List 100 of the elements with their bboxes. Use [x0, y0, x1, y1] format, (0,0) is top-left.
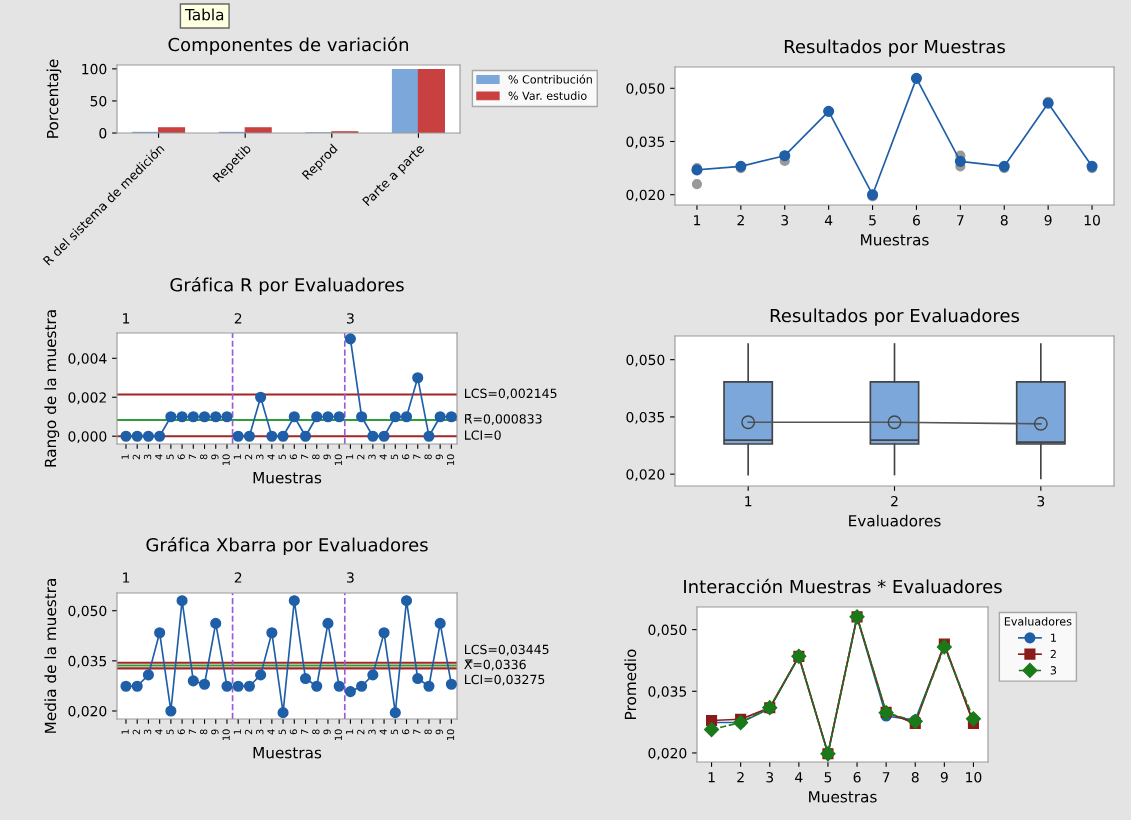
x-tick-label: 7 — [413, 729, 421, 735]
x-axis-title: Muestras — [253, 747, 322, 759]
text: 2 — [234, 313, 242, 324]
x-tick-label: 6 — [401, 729, 410, 735]
x-tick-label: 4 — [267, 454, 275, 460]
x-tick-label: 1 — [745, 496, 752, 507]
chart-title: Gráfica R por Evaluadores — [170, 276, 404, 296]
x-tick-label: 10 — [1084, 214, 1100, 226]
x-tick-label: 4 — [379, 454, 387, 460]
x-tick-label: 8 — [312, 454, 320, 460]
x-tick-label: 2 — [244, 729, 253, 735]
ref-line-label: X̿=0,0336 — [464, 659, 526, 671]
x-tick-label: 10 — [966, 771, 982, 783]
x-tick-label: 7 — [882, 772, 890, 783]
x-tick-label: 7 — [188, 729, 196, 735]
legend-label: 2 — [1050, 649, 1056, 659]
x-tick-label: 6 — [401, 454, 410, 460]
x-tick-label: 6 — [853, 771, 861, 783]
x-tick-label: 8 — [911, 771, 919, 783]
x-tick-label: 8 — [424, 729, 432, 735]
x-tick-label: 3 — [143, 729, 152, 735]
x-tick-label: 9 — [940, 771, 948, 783]
ref-line-label: R̄=0,000833 — [465, 414, 542, 425]
x-tick-label: 10 — [446, 454, 455, 466]
x-tick-label: 2 — [737, 771, 744, 783]
x-tick-label: 1 — [233, 454, 241, 459]
x-tick-label: 2 — [132, 454, 140, 460]
x-tick-label: 4 — [155, 454, 163, 460]
x-tick-label: 9 — [323, 729, 331, 735]
y-tick-label: 0,004 — [68, 353, 107, 366]
legend-label: % Contribución — [508, 74, 592, 84]
x-axis-title: Muestras — [861, 234, 929, 246]
y-tick-label: 0,050 — [648, 624, 687, 637]
x-tick-label: 2 — [737, 214, 744, 226]
x-tick-label: 6 — [289, 729, 298, 735]
x-tick-label: 3 — [1037, 495, 1045, 507]
x-tick-label: 10 — [222, 729, 230, 741]
y-tick-label: 0,000 — [68, 431, 107, 444]
x-tick-label: 1 — [345, 729, 354, 734]
y-tick-label: 0,020 — [626, 189, 665, 202]
chart-title: Componentes de variación — [168, 36, 408, 55]
x-tick-label: 9 — [323, 454, 331, 460]
x-tick-label: 1 — [708, 772, 715, 783]
x-tick-label: 3 — [368, 454, 376, 460]
x-tick-label: 6 — [177, 454, 185, 460]
text: Tabla — [184, 8, 224, 21]
x-tick-label: 5 — [166, 729, 174, 735]
y-tick-label: 0,020 — [626, 469, 665, 482]
x-tick-label: 9 — [211, 454, 219, 460]
y-tick-label: 0,035 — [648, 686, 687, 699]
x-tick-label: 4 — [795, 772, 803, 783]
x-tick-label: 2 — [357, 729, 365, 735]
x-tick-label: 7 — [413, 454, 421, 460]
y-axis-title: Porcentaje — [46, 59, 62, 138]
ref-line-label: LCI=0 — [465, 430, 501, 440]
chart-title: Interacción Muestras * Evaluadores — [684, 578, 1002, 594]
x-tick-label: 1 — [121, 729, 129, 734]
text: 1 — [123, 313, 130, 324]
x-tick-label: 3 — [143, 454, 152, 460]
y-tick-label: 0,050 — [626, 83, 665, 96]
y-axis-title: Rango de la muestra — [44, 310, 60, 467]
x-tick-label: 4 — [379, 729, 387, 735]
ref-line-label: LCI=0,03275 — [465, 674, 545, 686]
x-tick-label: 4 — [824, 215, 833, 226]
legend-label: 3 — [1050, 666, 1057, 675]
x-tick-label: 2 — [132, 729, 140, 735]
x-tick-label: 3 — [781, 214, 789, 226]
x-tick-label: 3 — [256, 454, 264, 460]
x-tick-label: 8 — [199, 454, 208, 460]
x-tick-label: 9 — [435, 454, 443, 460]
x-tick-label: 5 — [166, 454, 174, 460]
x-tick-label: 8 — [1000, 214, 1008, 226]
ref-line-label: LCS=0,002145 — [465, 388, 557, 400]
x-tick-label: 9 — [435, 729, 443, 735]
legend-title: Evaluadores — [1004, 617, 1072, 626]
x-tick-label: 7 — [301, 729, 309, 735]
x-tick-label: 5 — [390, 729, 399, 735]
x-tick-label: 10 — [446, 729, 455, 741]
x-tick-label: 2 — [244, 454, 253, 460]
x-axis-title: Muestras — [253, 472, 322, 484]
x-tick-label: 7 — [301, 454, 309, 460]
y-tick-label: 100 — [82, 63, 107, 75]
y-tick-label: 0,020 — [648, 747, 687, 760]
ref-line-label: LCS=0,03445 — [465, 644, 549, 656]
legend-label: 1 — [1051, 633, 1056, 642]
x-tick-label: 5 — [869, 215, 876, 226]
x-tick-label: 1 — [345, 454, 354, 459]
y-axis-title: Media de la muestra — [44, 579, 57, 733]
x-tick-label: 6 — [177, 729, 185, 735]
x-tick-label: 5 — [824, 772, 832, 783]
y-tick-label: 50 — [90, 95, 107, 107]
y-tick-label: 0,035 — [68, 655, 107, 668]
x-tick-label: 10 — [334, 729, 342, 741]
y-tick-label: 0 — [99, 127, 107, 139]
x-tick-label: 5 — [278, 454, 286, 460]
chart-title: Gráfica Xbarra por Evaluadores — [146, 536, 428, 556]
chart-title: Resultados por Evaluadores — [770, 308, 1020, 326]
text: 3 — [347, 572, 354, 583]
x-tick-label: 7 — [957, 215, 964, 226]
x-tick-label: 2 — [357, 454, 365, 460]
